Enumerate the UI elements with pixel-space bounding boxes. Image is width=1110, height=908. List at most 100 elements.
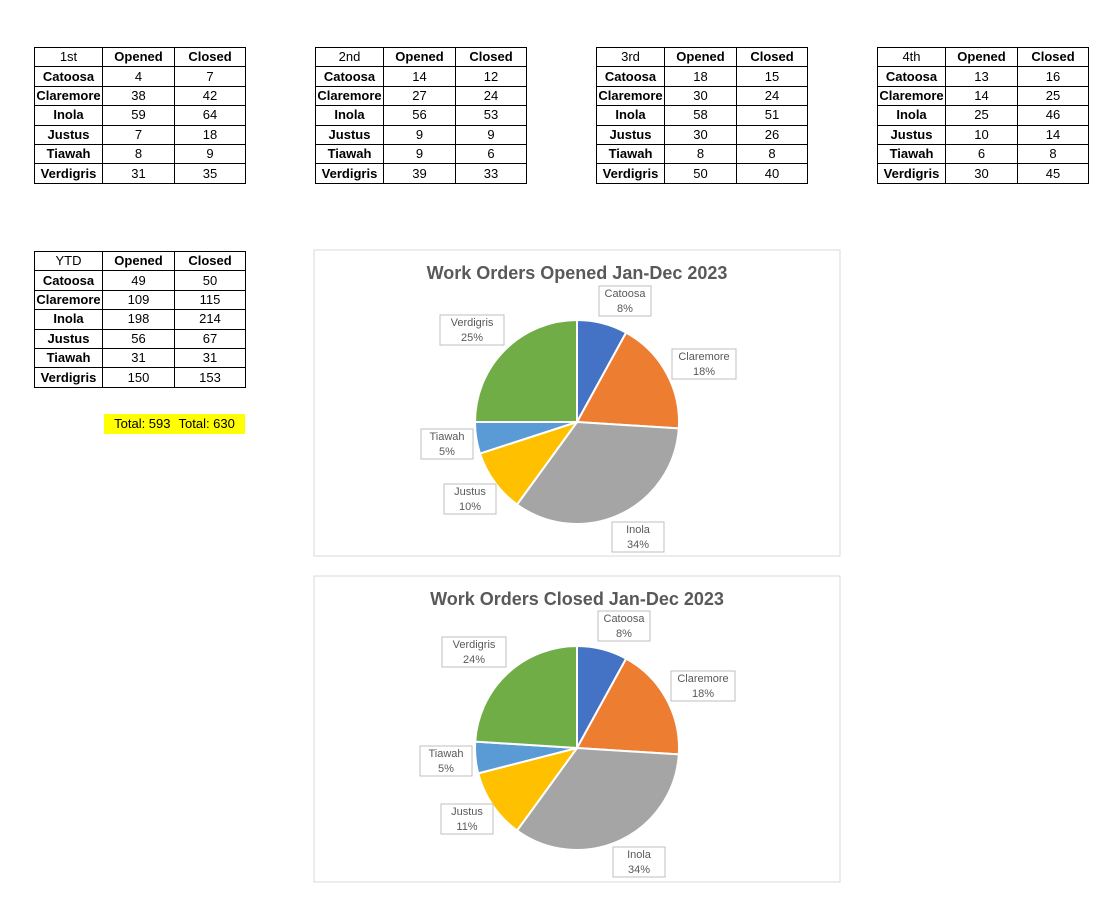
table-row: Inola 198 214 [34, 309, 246, 330]
location-cell: Verdigris [596, 163, 665, 184]
number-cell: 56 [383, 105, 456, 126]
number-cell: 198 [102, 309, 175, 330]
header-cell: Closed [736, 46, 808, 68]
table-row: Catoosa 18 15 [596, 66, 808, 87]
table-row: Justus 9 9 [315, 124, 527, 145]
label-value: 34% [627, 539, 649, 551]
location-cell: Justus [34, 328, 103, 349]
label-category: Justus [451, 806, 483, 818]
label-category: Catoosa [604, 613, 646, 625]
header-cell: Closed [174, 250, 246, 272]
number-cell: 12 [455, 66, 527, 87]
data-table: 1st Opened Closed Catoosa 4 7 Claremore 38 42 Ino… [34, 46, 246, 184]
table-row: Catoosa 13 16 [877, 66, 1089, 87]
location-cell: Inola [596, 105, 665, 126]
location-cell: Verdigris [877, 163, 946, 184]
label-value: 5% [438, 763, 454, 775]
label-value: 24% [463, 654, 485, 666]
location-cell: Claremore [596, 85, 665, 107]
table-row: Tiawah 8 8 [596, 143, 808, 165]
location-cell: Tiawah [34, 143, 103, 165]
table-row: Catoosa 14 12 [315, 66, 527, 87]
label-box [611, 521, 665, 553]
table-row: Catoosa 49 50 [34, 270, 246, 291]
data-table: 3rd Opened Closed Catoosa 18 15 Claremore 30 24 I… [596, 46, 808, 184]
number-cell: 109 [102, 289, 175, 311]
number-cell: 25 [1017, 85, 1089, 107]
location-cell: Claremore [315, 85, 384, 107]
number-cell: 35 [174, 163, 246, 184]
table-row: Verdigris 30 45 [877, 163, 1089, 184]
number-cell: 33 [455, 163, 527, 184]
header-cell: Closed [174, 46, 246, 68]
number-cell: 16 [1017, 66, 1089, 87]
number-cell: 14 [1017, 124, 1089, 145]
number-cell: 8 [102, 143, 175, 165]
location-cell: Justus [596, 124, 665, 145]
label-box [598, 285, 652, 317]
number-cell: 18 [174, 124, 246, 145]
number-cell: 40 [736, 163, 808, 184]
table-row: Catoosa 4 7 [34, 66, 246, 87]
number-cell: 24 [736, 85, 808, 107]
number-cell: 30 [945, 163, 1018, 184]
label-box [671, 348, 737, 380]
table-row: Tiawah 31 31 [34, 347, 246, 369]
label-box [420, 428, 474, 460]
total-closed: Total: 630 [178, 416, 235, 431]
location-cell: Catoosa [877, 66, 946, 87]
pie-slice [474, 644, 578, 750]
label-category: Inola [627, 849, 652, 861]
label-box [670, 670, 736, 702]
table-row: Justus 7 18 [34, 124, 246, 145]
label-category: Verdigris [453, 639, 496, 651]
header-cell: YTD [34, 250, 103, 272]
number-cell: 46 [1017, 105, 1089, 126]
number-cell: 38 [102, 85, 175, 107]
label-value: 10% [459, 501, 481, 513]
header-cell: Opened [102, 46, 175, 68]
number-cell: 115 [174, 289, 246, 311]
header-cell: Closed [1017, 46, 1089, 68]
pie-slice [575, 657, 680, 756]
location-cell: Justus [34, 124, 103, 145]
pie-slice [515, 746, 680, 851]
number-cell: 31 [174, 347, 246, 369]
pie-slice [515, 420, 680, 525]
pie-slice [575, 331, 680, 430]
number-cell: 8 [664, 143, 737, 165]
label-value: 11% [456, 821, 477, 833]
number-cell: 58 [664, 105, 737, 126]
number-cell: 39 [383, 163, 456, 184]
number-cell: 26 [736, 124, 808, 145]
number-cell: 214 [174, 309, 246, 330]
header-cell: 3rd [596, 46, 665, 68]
location-cell: Inola [877, 105, 946, 126]
location-cell: Tiawah [315, 143, 384, 165]
table-row: Claremore 14 25 [877, 85, 1089, 107]
location-cell: Verdigris [34, 163, 103, 184]
label-value: 18% [692, 688, 714, 700]
label-category: Claremore [678, 351, 729, 363]
number-cell: 15 [736, 66, 808, 87]
label-category: Tiawah [428, 748, 463, 760]
location-cell: Claremore [34, 85, 103, 107]
location-cell: Verdigris [34, 367, 103, 388]
location-cell: Inola [34, 105, 103, 126]
label-box [439, 314, 505, 346]
number-cell: 9 [383, 124, 456, 145]
number-cell: 45 [1017, 163, 1089, 184]
location-cell: Inola [315, 105, 384, 126]
location-cell: Justus [315, 124, 384, 145]
label-box [440, 803, 494, 835]
header-row: 4th Opened Closed [877, 46, 1089, 68]
number-cell: 13 [945, 66, 1018, 87]
label-value: 5% [439, 446, 455, 458]
label-box [612, 846, 666, 878]
number-cell: 31 [102, 163, 175, 184]
label-value: 34% [628, 864, 650, 876]
location-cell: Catoosa [34, 66, 103, 87]
number-cell: 14 [383, 66, 456, 87]
header-cell: 1st [34, 46, 103, 68]
